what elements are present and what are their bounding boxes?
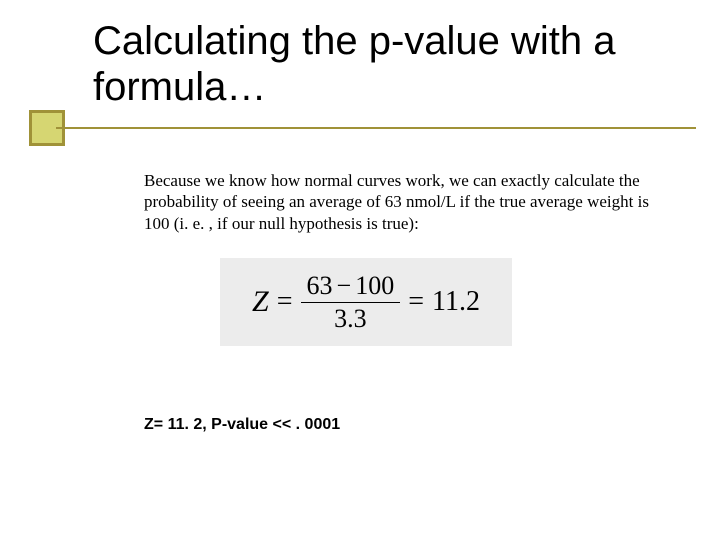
- slide-title: Calculating the p-value with a formula…: [93, 18, 693, 110]
- slide: Calculating the p-value with a formula… …: [0, 0, 720, 540]
- numerator-b: 100: [355, 271, 394, 300]
- formula-numerator: 63−100: [301, 273, 401, 303]
- formula-denominator: 3.3: [328, 303, 373, 332]
- formula-box: Z = 63−100 3.3 = 11.2: [220, 258, 512, 346]
- formula-lhs: Z: [252, 285, 269, 319]
- formula: Z = 63−100 3.3 = 11.2: [252, 273, 480, 332]
- body-paragraph: Because we know how normal curves work, …: [144, 170, 674, 234]
- result-line: Z= 11. 2, P-value << . 0001: [144, 416, 340, 434]
- title-block: Calculating the p-value with a formula…: [93, 18, 693, 110]
- equals-icon: =: [408, 286, 424, 318]
- formula-fraction: 63−100 3.3: [301, 273, 401, 332]
- title-underline: [56, 127, 696, 129]
- numerator-a: 63: [307, 271, 333, 300]
- formula-rhs: 11.2: [432, 286, 480, 318]
- equals-icon: =: [277, 286, 293, 318]
- minus-icon: −: [333, 271, 356, 300]
